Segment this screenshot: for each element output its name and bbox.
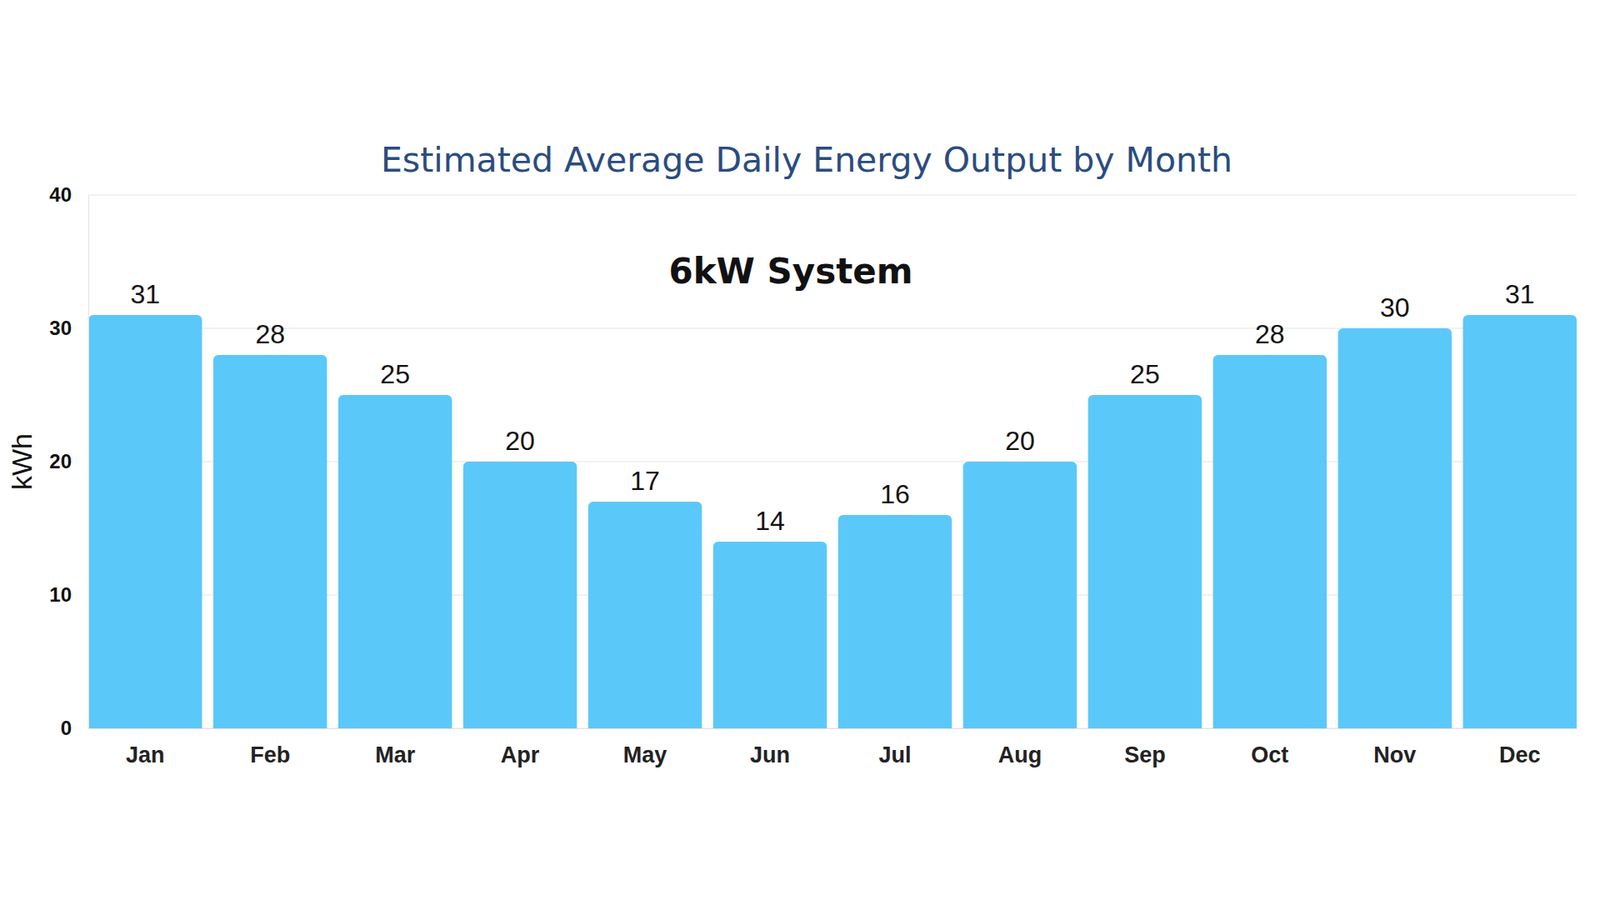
x-tick-label: Jul — [878, 742, 911, 768]
x-tick: Nov — [1373, 728, 1416, 768]
data-label: 20 — [505, 425, 535, 456]
bar — [838, 515, 952, 729]
x-tick: Jan — [125, 728, 165, 768]
x-tick: Feb — [250, 728, 290, 768]
x-tick: Jul — [878, 728, 911, 768]
y-tick-label: 10 — [49, 583, 72, 606]
bar — [1338, 328, 1452, 729]
bar — [463, 461, 577, 729]
bar — [713, 541, 827, 729]
y-tick-label: 40 — [49, 183, 72, 206]
data-label: 25 — [380, 359, 410, 390]
y-axis-title: kWh — [5, 433, 38, 490]
bar — [1463, 315, 1577, 729]
x-tick-label: Jan — [125, 742, 165, 768]
x-tick: Sep — [1124, 728, 1166, 768]
y-tick: 10 — [49, 583, 89, 606]
y-tick-label: 30 — [49, 316, 72, 340]
bar — [1088, 395, 1202, 729]
data-label: 28 — [255, 319, 285, 350]
bar — [338, 395, 452, 729]
x-tick-label: Dec — [1499, 742, 1541, 768]
data-label: 28 — [1255, 319, 1285, 350]
y-axis-line — [88, 195, 90, 730]
data-label: 30 — [1380, 292, 1410, 323]
x-tick: Apr — [500, 728, 540, 768]
x-tick: Oct — [1250, 728, 1289, 768]
bar — [88, 315, 202, 729]
x-tick-label: Feb — [250, 742, 290, 768]
y-tick: 0 — [60, 716, 89, 740]
plot: 0 10 20 30 40 Jan Feb Mar Apr May Jun Jul Aug Sep Oct N… — [49, 183, 1577, 768]
data-label: 25 — [1130, 359, 1160, 390]
bars — [88, 315, 1577, 729]
x-tick-label: Nov — [1373, 742, 1416, 768]
y-tick-label: 20 — [49, 450, 72, 473]
chart: 0 10 20 30 40 Jan Feb Mar Apr May Jun Jul Aug Sep Oct N… — [0, 0, 1600, 900]
x-tick-label: Apr — [500, 742, 540, 768]
x-tick: Aug — [998, 728, 1042, 768]
x-tick-label: Aug — [998, 742, 1042, 768]
x-axis-line — [89, 728, 1578, 730]
x-tick-label: May — [623, 742, 668, 768]
x-tick: Mar — [375, 728, 416, 768]
y-tick: 20 — [49, 450, 89, 473]
data-label: 20 — [1005, 425, 1035, 456]
y-axis: 0 10 20 30 40 — [49, 183, 89, 740]
data-label: 14 — [755, 505, 785, 536]
x-tick: Dec — [1499, 728, 1541, 768]
bar — [1213, 355, 1327, 729]
y-tick: 30 — [49, 316, 89, 340]
grid-line — [88, 194, 1577, 195]
y-tick-label: 0 — [60, 716, 72, 740]
bar — [213, 355, 327, 729]
x-tick: Jun — [750, 728, 790, 768]
bar — [963, 461, 1077, 729]
data-labels: 31 28 25 20 17 14 16 20 25 28 30 31 — [130, 279, 1535, 536]
y-tick: 40 — [49, 183, 89, 206]
x-axis: Jan Feb Mar Apr May Jun Jul Aug Sep Oct Nov Dec — [89, 728, 1578, 768]
x-tick-label: Sep — [1124, 742, 1166, 768]
data-label: 31 — [130, 279, 160, 310]
x-tick: May — [623, 728, 668, 768]
x-tick-label: Jun — [750, 742, 790, 768]
x-tick-label: Mar — [375, 742, 416, 768]
data-label: 31 — [1505, 279, 1535, 310]
bar — [588, 501, 702, 729]
data-label: 16 — [880, 479, 910, 510]
x-tick-label: Oct — [1250, 742, 1289, 768]
subtitle: 6kW System — [668, 250, 913, 292]
data-label: 17 — [630, 465, 660, 496]
title: Estimated Average Daily Energy Output by… — [380, 140, 1233, 180]
